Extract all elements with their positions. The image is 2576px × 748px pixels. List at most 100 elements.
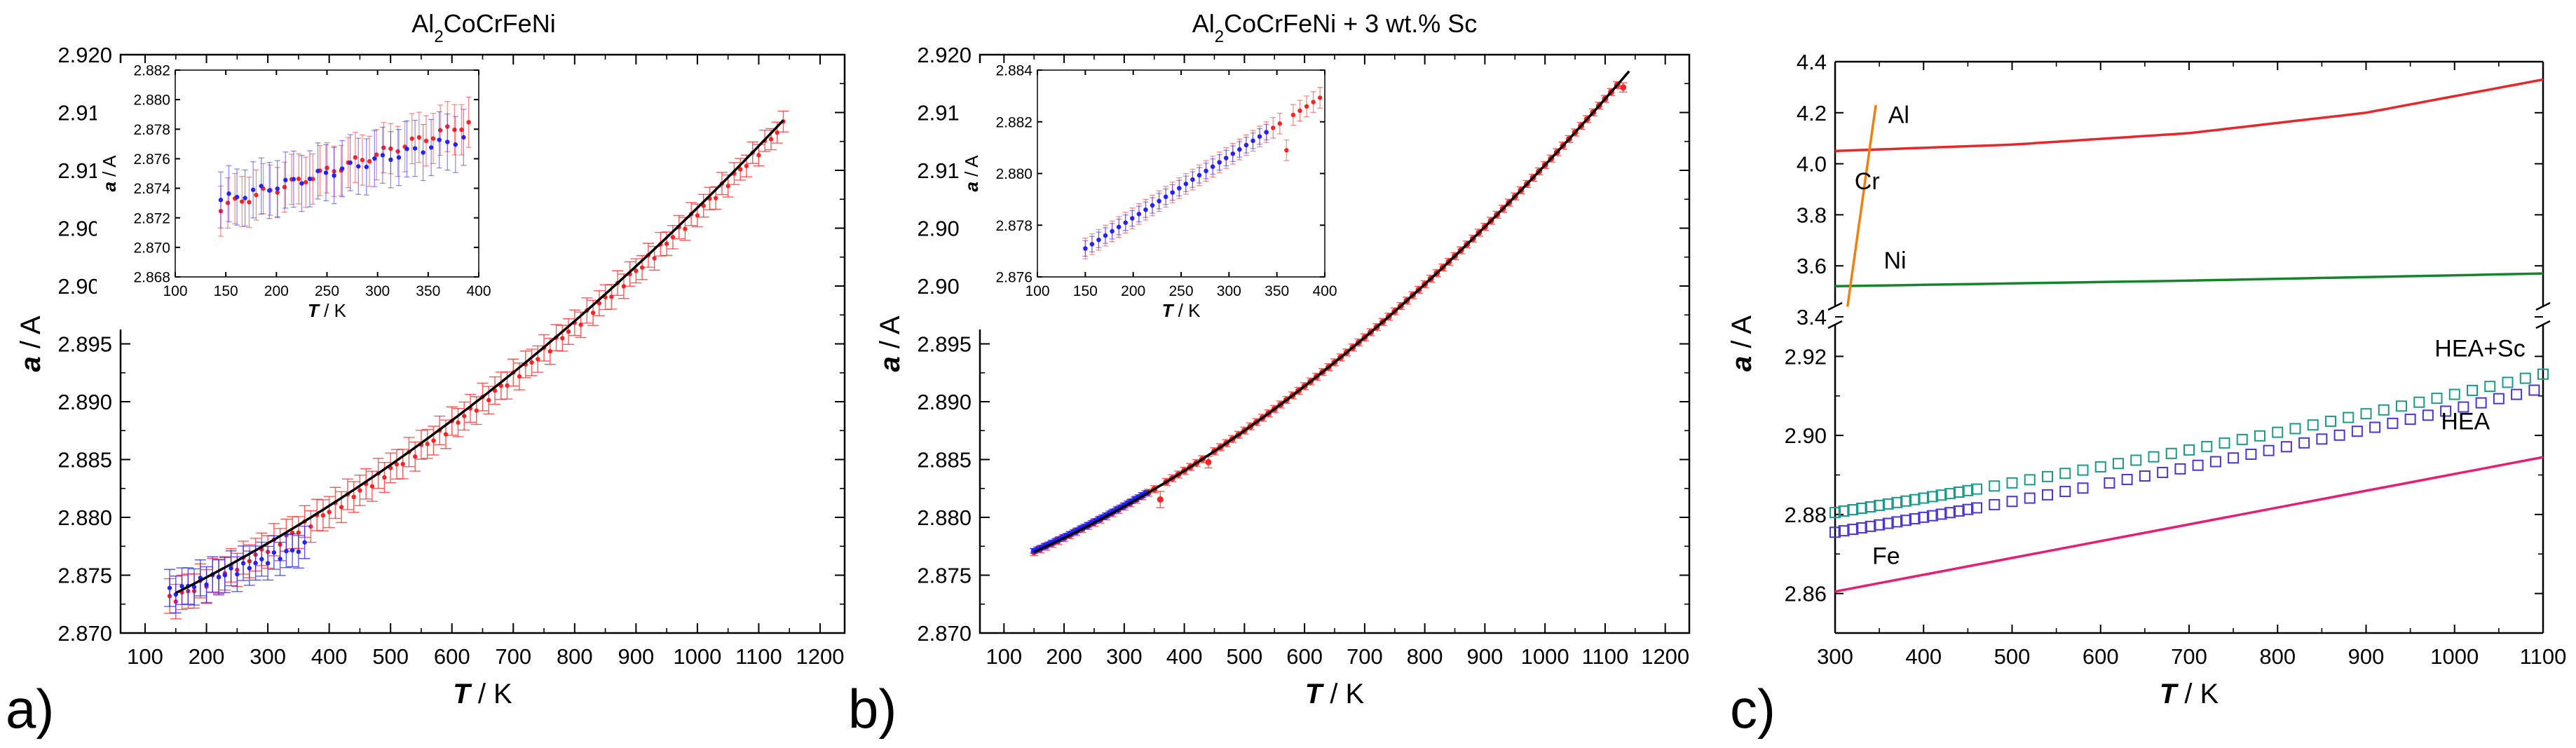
x-tick-label: 900 <box>2348 644 2385 669</box>
inset-data-point <box>412 146 418 151</box>
inset-data-point <box>421 150 425 155</box>
inset-data-point <box>1096 237 1101 243</box>
inset-data-point <box>1257 134 1262 139</box>
x-tick-label: 150 <box>1073 283 1098 299</box>
y-tick-label: 4.2 <box>1797 101 1827 125</box>
series-cr: Cr <box>1846 104 1880 307</box>
inset-data-point <box>303 179 308 185</box>
square-marker <box>2360 408 2372 420</box>
square-marker <box>2042 470 2053 482</box>
x-tick-label: 600 <box>1286 644 1323 669</box>
axis-label: a / A <box>1726 315 1757 372</box>
data-point <box>222 573 228 578</box>
data-point <box>308 524 313 529</box>
panel-b: Al2CoCrFeNi + 3 wt.% Sc 100 200 300 400 500 60… <box>848 9 1691 740</box>
square-marker <box>2280 441 2292 453</box>
square-marker <box>2094 461 2106 472</box>
inset-data-point <box>1170 190 1175 195</box>
inset: 100 150 200 250 300 350 400 2.868 2.870 2.872 2.87… <box>97 63 491 329</box>
y-tick-label: 2.885 <box>917 448 972 472</box>
x-tick-label: 1100 <box>735 644 782 669</box>
data-point <box>1620 84 1627 91</box>
x-tick-label: 350 <box>1265 283 1289 299</box>
series-fe: Fe <box>1834 456 2544 593</box>
square-marker <box>2245 448 2257 460</box>
square-marker <box>2484 381 2496 393</box>
square-marker <box>1918 492 1930 504</box>
data-point <box>191 585 197 590</box>
square-marker <box>1918 511 1930 523</box>
data-point <box>271 550 277 555</box>
inset-data-point <box>307 176 313 182</box>
data-point <box>664 241 669 246</box>
square-marker <box>2263 444 2275 456</box>
inset-data-point <box>1089 242 1095 247</box>
inset-data-point <box>1277 121 1282 126</box>
inset-data-point <box>1197 172 1202 178</box>
square-marker <box>2502 376 2514 388</box>
square-marker <box>1874 519 1886 531</box>
data-point <box>431 438 436 443</box>
series-label: Cr <box>1855 168 1880 195</box>
data-point <box>394 462 400 467</box>
axis-label: T / K <box>453 679 512 709</box>
square-marker <box>2113 458 2124 470</box>
inset-data-point <box>1123 220 1128 225</box>
inset-data-point <box>332 173 336 178</box>
inset-data-point <box>437 128 443 132</box>
square-marker <box>1838 505 1850 517</box>
square-marker <box>2024 492 2036 504</box>
x-tick-label: 900 <box>1467 644 1504 669</box>
square-marker <box>1891 516 1903 528</box>
data-point <box>486 397 491 403</box>
x-tick-label: 700 <box>495 644 531 669</box>
series-cooling <box>164 525 311 613</box>
x-tick-label: 1200 <box>796 644 844 669</box>
square-marker <box>1926 510 1938 522</box>
data-point <box>529 360 534 365</box>
square-marker <box>2333 429 2345 441</box>
x-tick-label: 800 <box>1407 644 1443 669</box>
square-marker <box>2307 419 2319 431</box>
inset-data-point <box>1183 182 1189 186</box>
inset-data-point <box>339 166 345 171</box>
inset-data-point <box>1217 160 1222 165</box>
x-tick-label: 250 <box>315 283 339 299</box>
data-point <box>536 357 540 362</box>
data-point <box>216 575 222 580</box>
square-marker <box>2139 470 2151 482</box>
series-line <box>1846 104 1877 307</box>
y-tick-label: 2.868 <box>133 270 170 286</box>
inset-data-point <box>1150 203 1155 208</box>
square-marker <box>1909 494 1921 505</box>
inset-data-point <box>360 158 365 163</box>
data-point <box>737 167 743 172</box>
square-marker <box>1944 488 1956 500</box>
square-marker <box>2298 437 2310 449</box>
inset-data-point <box>453 142 458 147</box>
square-marker <box>1971 483 1982 495</box>
data-point <box>369 484 375 489</box>
data-point <box>683 226 688 231</box>
axis-label: T / K <box>2160 679 2219 709</box>
panel-label: c) <box>1730 678 1776 740</box>
inset-data-point <box>250 187 256 192</box>
series-label: HEA <box>2441 409 2490 435</box>
square-marker <box>1953 486 1965 498</box>
square-marker <box>1891 496 1903 508</box>
y-tick-label: 2.92 <box>1785 344 1827 369</box>
series-line <box>1834 456 2544 593</box>
inset-data-point <box>1311 100 1316 104</box>
x-tick-label: 700 <box>1347 644 1383 669</box>
data-point <box>768 137 774 142</box>
square-marker <box>2192 459 2204 471</box>
axis-label: a / A <box>961 155 982 192</box>
x-tick-label: 300 <box>1817 644 1853 669</box>
square-marker <box>1971 502 1982 514</box>
x-tick-label: 600 <box>2083 644 2119 669</box>
inset-data-point <box>452 127 457 132</box>
square-marker <box>1855 522 1867 533</box>
inset-data-point <box>445 140 450 144</box>
series-hea: HEA <box>1829 384 2540 538</box>
inset-data-point <box>323 170 329 175</box>
